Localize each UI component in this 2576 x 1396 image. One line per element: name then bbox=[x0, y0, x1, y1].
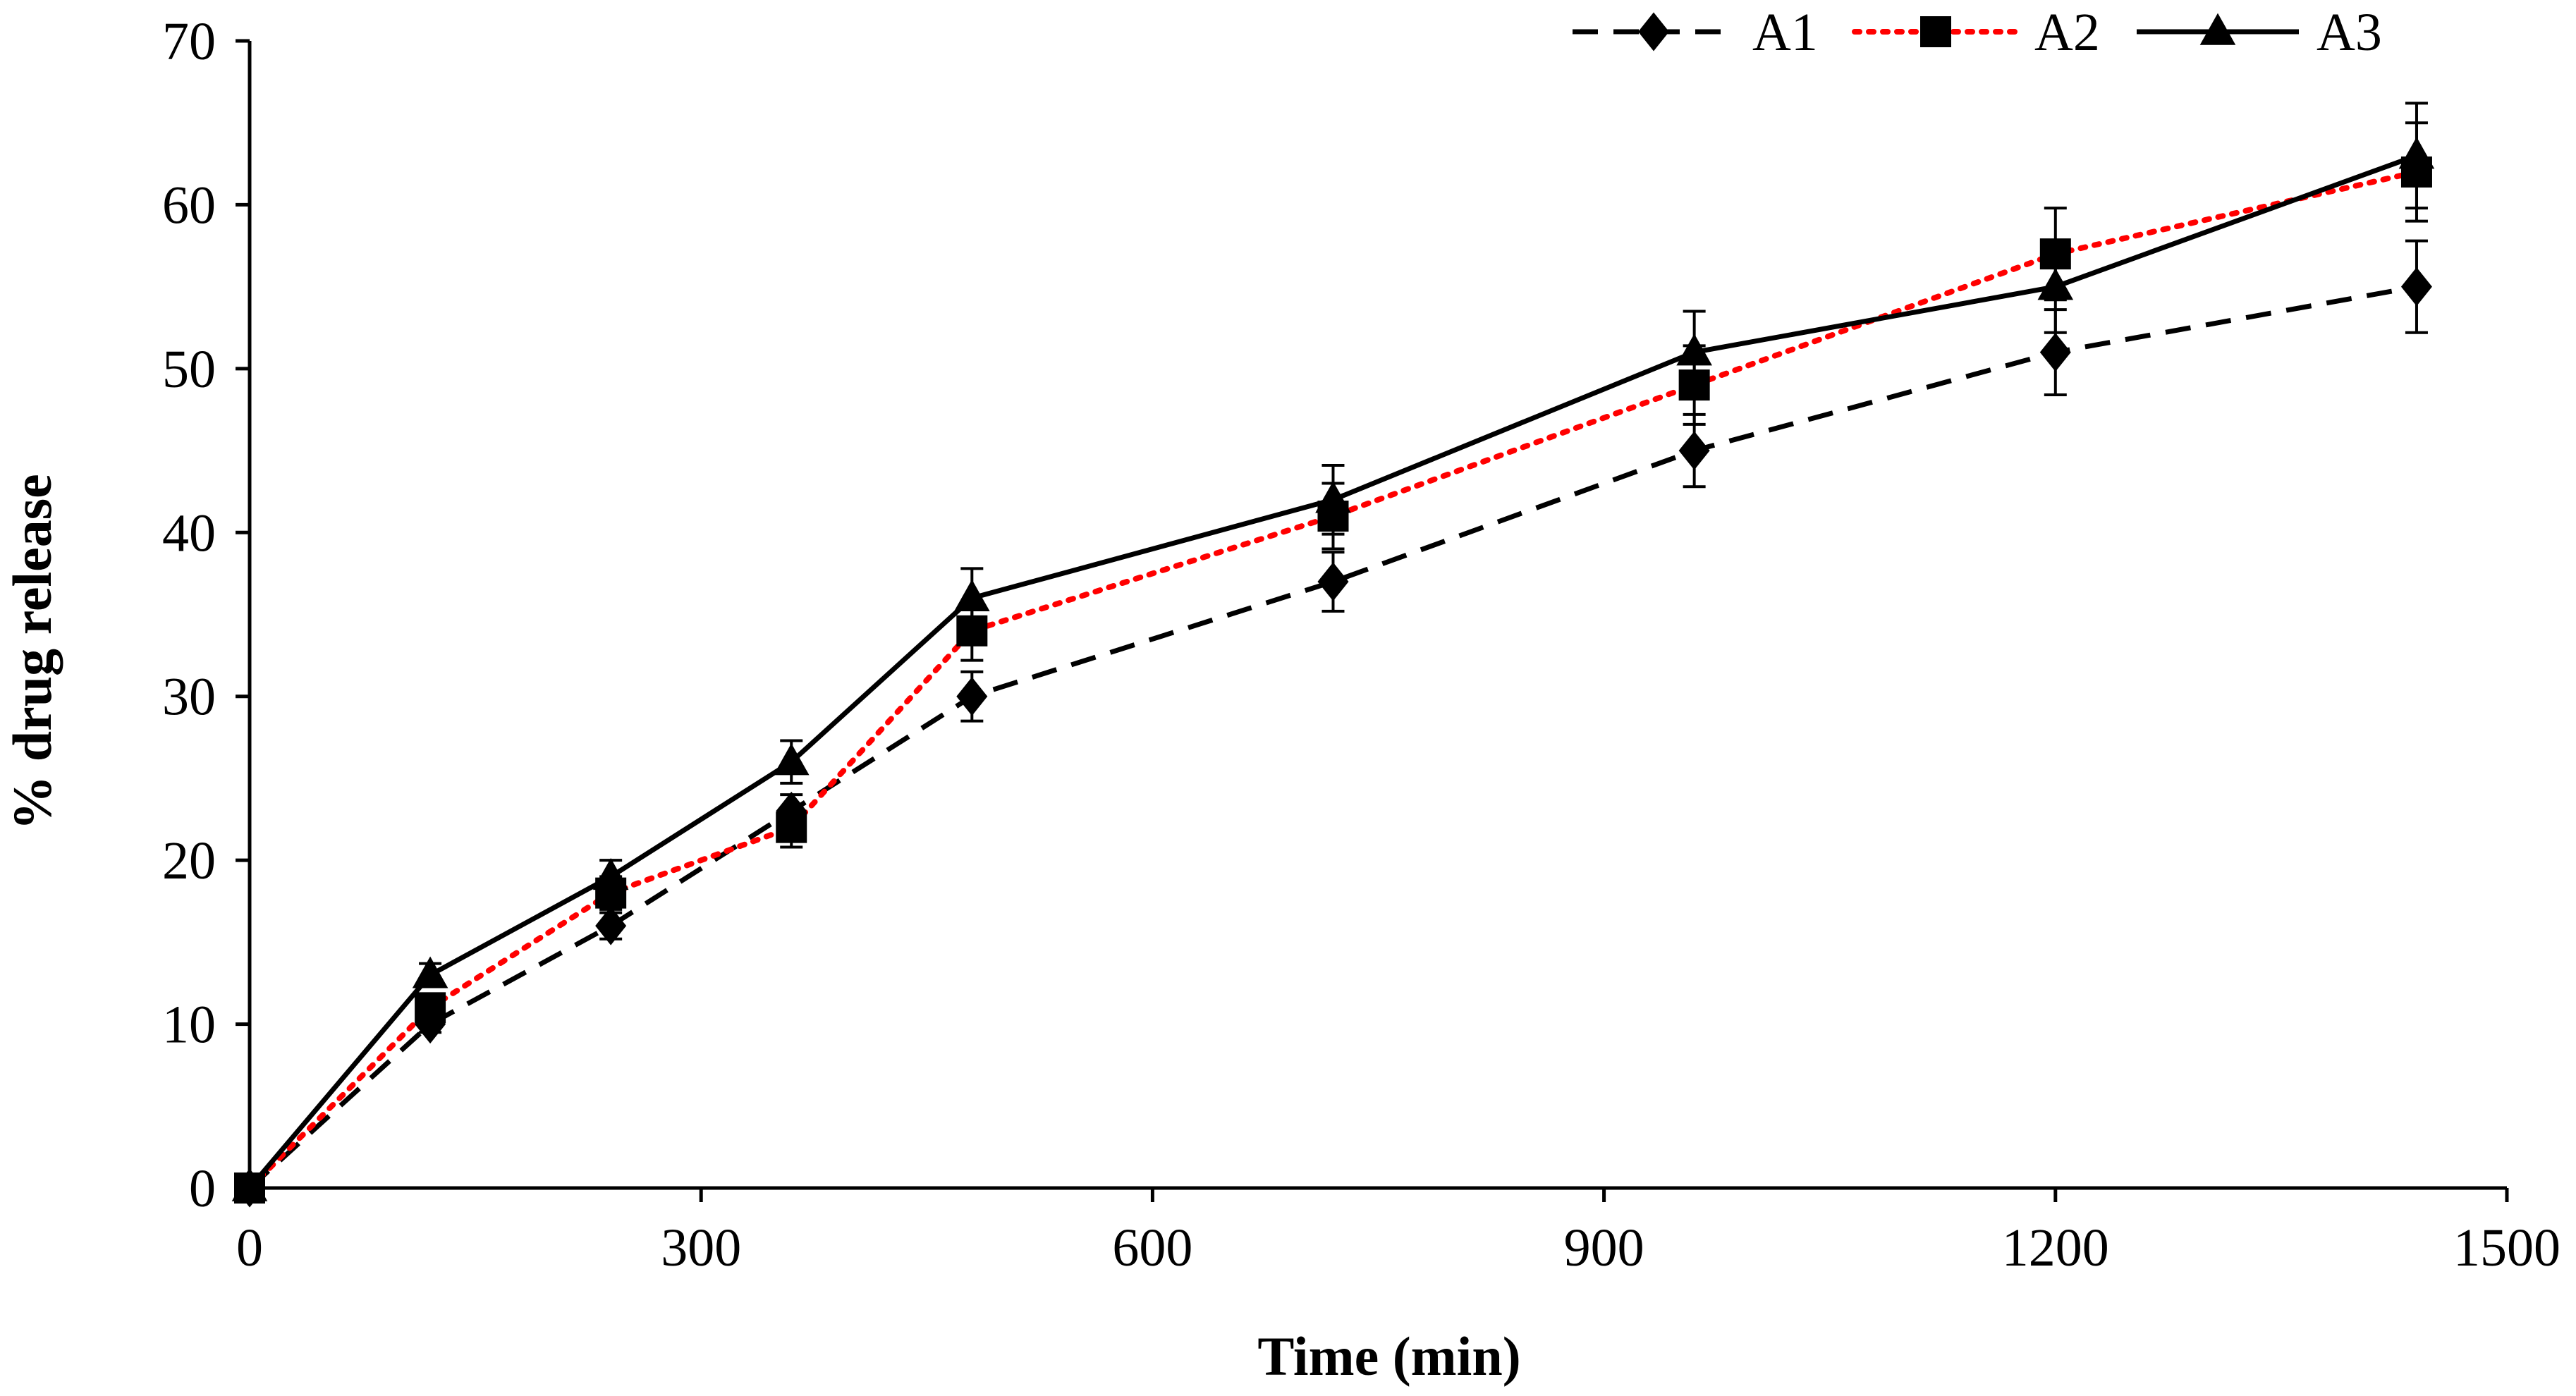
series-line-a2 bbox=[247, 169, 2419, 1191]
data-point-a3 bbox=[954, 579, 990, 611]
x-tick-label: 900 bbox=[1564, 1218, 1644, 1278]
x-axis-title: Time (min) bbox=[1257, 1325, 1520, 1387]
x-tick-label: 0 bbox=[236, 1218, 263, 1278]
legend-item-a1: A1 bbox=[1573, 3, 1818, 62]
y-tick-label: 40 bbox=[162, 503, 216, 563]
tick-labels: 0 10 20 30 40 50 60 70 0 300 600 900 1200 1500 bbox=[162, 12, 2560, 1278]
y-tick-label: 10 bbox=[162, 996, 216, 1055]
data-point-a3 bbox=[1676, 333, 1712, 366]
legend-label-a2: A2 bbox=[2034, 3, 2100, 62]
data-point-a1 bbox=[1678, 431, 1710, 470]
legend-marker-a2 bbox=[1920, 16, 1951, 47]
series-line-a3 bbox=[248, 153, 2418, 1190]
error-bars bbox=[419, 102, 2428, 1034]
data-point-a2 bbox=[415, 992, 446, 1024]
data-point-a1 bbox=[595, 906, 627, 945]
axes bbox=[236, 39, 2509, 1202]
legend-item-a2: A2 bbox=[1852, 3, 2100, 62]
data-markers bbox=[231, 137, 2435, 1208]
data-point-a3 bbox=[773, 743, 810, 776]
y-tick-label: 20 bbox=[162, 831, 216, 890]
data-point-a3 bbox=[231, 1169, 268, 1201]
legend-label-a3: A3 bbox=[2316, 3, 2382, 62]
data-point-a3 bbox=[2037, 268, 2074, 300]
series-line-a1 bbox=[248, 284, 2417, 1190]
x-tick-label: 1200 bbox=[2002, 1218, 2109, 1278]
legend-item-a3: A3 bbox=[2137, 3, 2382, 62]
data-point-a2 bbox=[2039, 238, 2071, 270]
data-point-a2 bbox=[1678, 369, 1710, 401]
x-tick-label: 300 bbox=[661, 1218, 741, 1278]
x-tick-label: 600 bbox=[1112, 1218, 1192, 1278]
data-point-a1 bbox=[2400, 267, 2432, 307]
y-tick-label: 50 bbox=[162, 340, 216, 399]
y-tick-label: 70 bbox=[162, 12, 216, 71]
y-axis-title: % drug release bbox=[1, 474, 63, 830]
x-tick-label: 1500 bbox=[2453, 1218, 2560, 1278]
y-tick-label: 30 bbox=[162, 668, 216, 727]
data-point-a1 bbox=[956, 677, 988, 716]
data-point-a1 bbox=[1317, 562, 1349, 601]
legend-marker-a3 bbox=[2199, 13, 2236, 45]
data-point-a3 bbox=[412, 956, 448, 988]
series-lines bbox=[247, 153, 2419, 1191]
data-point-a2 bbox=[956, 615, 988, 647]
data-point-a3 bbox=[2398, 137, 2435, 169]
y-tick-label: 60 bbox=[162, 176, 216, 235]
legend-marker-a1 bbox=[1638, 12, 1669, 51]
data-point-a1 bbox=[2039, 333, 2071, 372]
data-point-a2 bbox=[776, 812, 807, 843]
data-point-a3 bbox=[1315, 481, 1351, 513]
legend-label-a1: A1 bbox=[1752, 3, 1818, 62]
data-point-a3 bbox=[592, 857, 629, 890]
y-tick-label: 0 bbox=[189, 1159, 216, 1218]
legend: A1 A2 A3 bbox=[1573, 3, 2382, 62]
